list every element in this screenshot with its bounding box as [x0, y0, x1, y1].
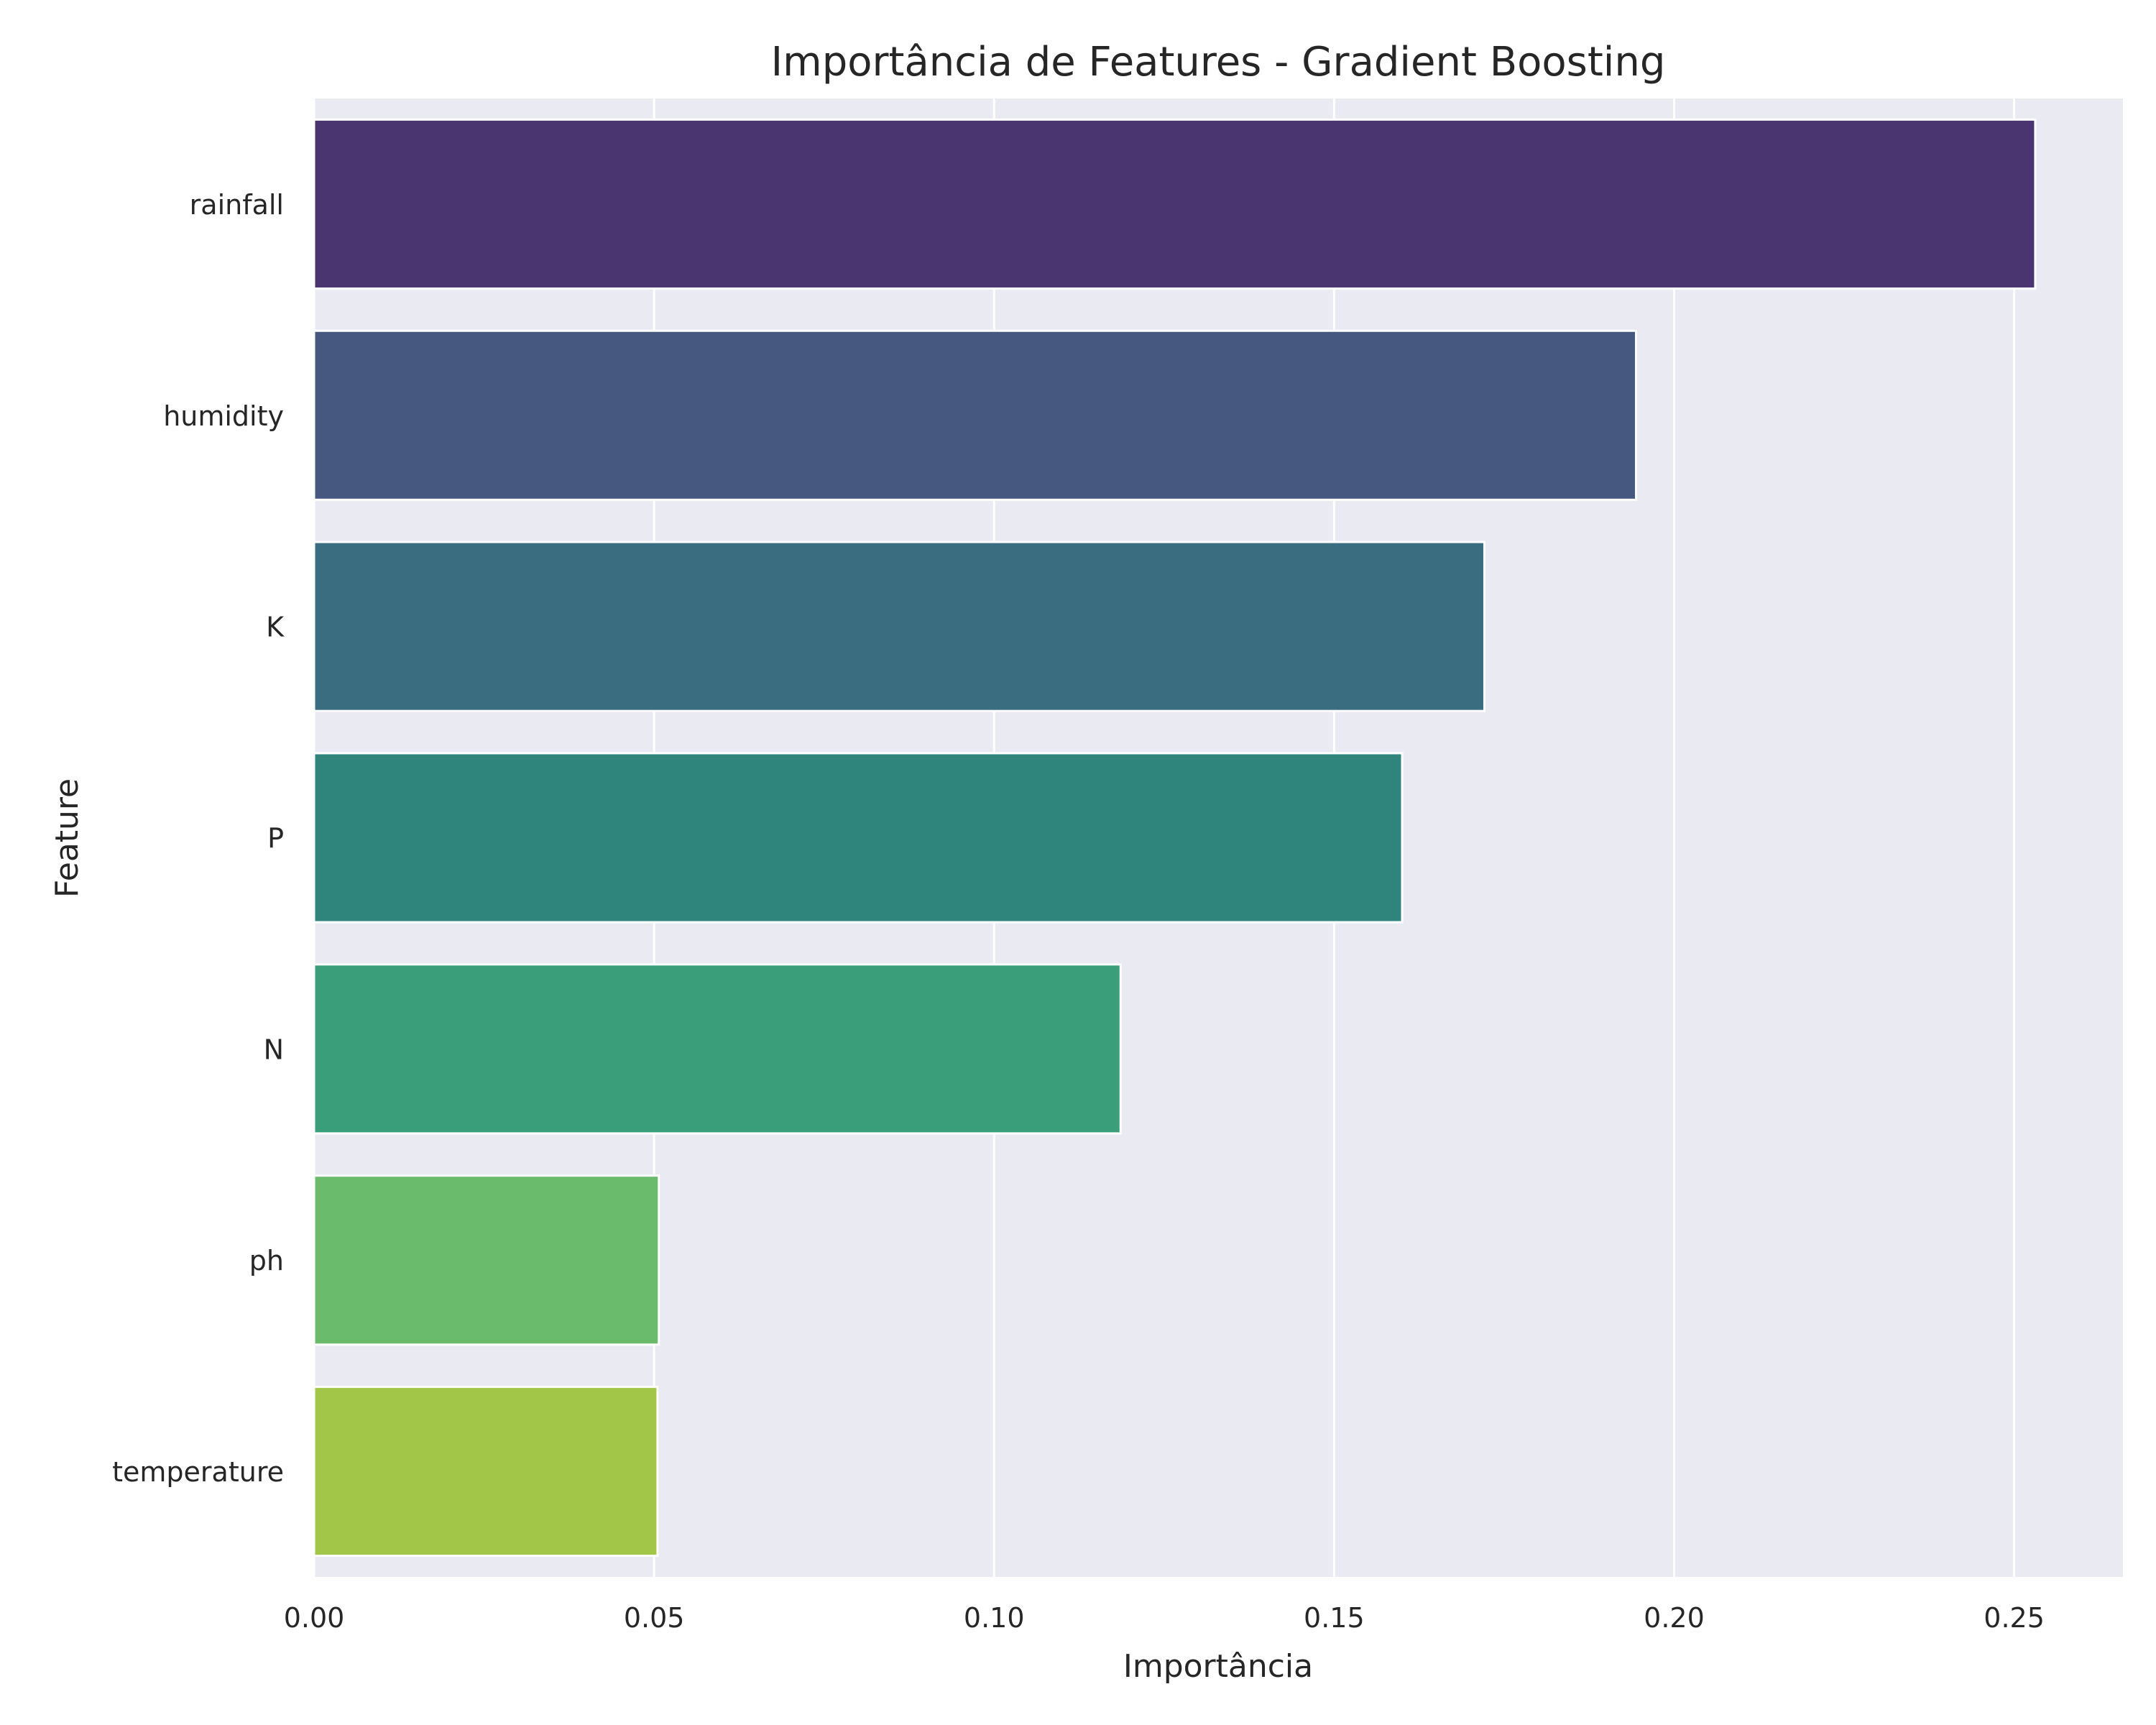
x-axis-label: Importância	[1123, 1648, 1313, 1685]
bar-temperature	[313, 1386, 659, 1558]
bar-p	[313, 752, 1404, 924]
bars	[313, 118, 2037, 1558]
y-tick-label: humidity	[163, 400, 284, 432]
x-tick-label: 0.15	[1304, 1602, 1365, 1634]
y-axis-label: Feature	[49, 778, 86, 898]
y-tick-label: temperature	[112, 1456, 284, 1488]
bar-k	[313, 540, 1485, 712]
x-tick-label: 0.05	[624, 1602, 685, 1634]
x-tick-label: 0.20	[1644, 1602, 1705, 1634]
bar-rainfall	[313, 118, 2037, 290]
y-tick-label: K	[266, 612, 285, 643]
x-tick-labels: 0.00 0.05 0.10 0.15 0.20 0.25	[284, 1602, 2045, 1634]
x-tick-label: 0.10	[964, 1602, 1025, 1634]
x-tick-label: 0.25	[1984, 1602, 2045, 1634]
bar-ph	[313, 1174, 660, 1346]
y-tick-label: rainfall	[190, 189, 284, 221]
y-tick-labels: rainfall humidity K P Nph temperature	[112, 189, 285, 1488]
bar-humidity	[313, 329, 1637, 501]
y-tick-label: ph	[249, 1245, 284, 1276]
x-tick-label: 0.00	[284, 1602, 345, 1634]
bar-n	[313, 963, 1122, 1135]
y-tick-label: P	[267, 823, 284, 855]
chart-title: Importância de Features - Gradient Boost…	[771, 39, 1666, 86]
y-tick-label: N	[264, 1034, 284, 1065]
